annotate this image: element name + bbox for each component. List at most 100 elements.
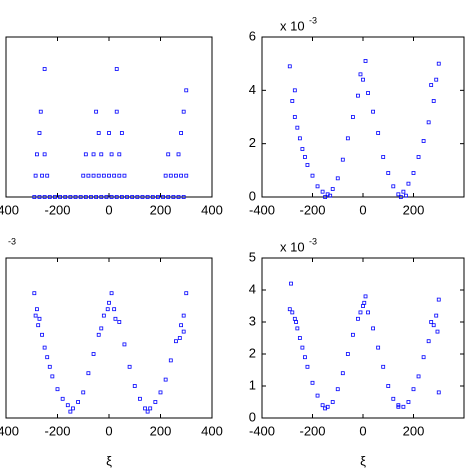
axes-box xyxy=(261,257,465,419)
point xyxy=(60,396,65,401)
point xyxy=(68,409,73,414)
subplot: -400 -200 0 200 400 xyxy=(0,36,223,217)
point xyxy=(137,396,142,401)
point xyxy=(290,310,295,315)
point xyxy=(179,131,184,135)
y-tick-label: 4 xyxy=(249,82,256,97)
point xyxy=(36,323,41,328)
point xyxy=(163,377,168,382)
point xyxy=(158,390,163,395)
x-tick-label: -400 xyxy=(0,202,19,217)
point xyxy=(86,173,91,178)
x-tick-label: 200 xyxy=(150,423,172,438)
axis-multiplier: x 10 xyxy=(280,18,305,33)
point xyxy=(358,72,363,77)
x-axis-label: ξ xyxy=(106,453,112,468)
point xyxy=(132,384,137,388)
point xyxy=(114,109,119,114)
point xyxy=(335,387,340,392)
point xyxy=(391,184,396,189)
axis-exponent: -3 xyxy=(309,236,317,246)
point xyxy=(86,371,91,376)
point xyxy=(122,342,127,347)
point xyxy=(361,77,365,82)
point xyxy=(109,152,114,157)
x-tick-label: 400 xyxy=(201,423,223,438)
point xyxy=(109,195,114,199)
point xyxy=(436,297,441,302)
point xyxy=(94,109,99,114)
point xyxy=(101,313,106,318)
point xyxy=(398,195,403,199)
point xyxy=(315,393,320,398)
point xyxy=(107,131,111,135)
x-axis-label: ξ xyxy=(360,453,366,468)
point xyxy=(105,307,110,312)
point xyxy=(381,155,386,159)
point xyxy=(50,374,55,379)
point xyxy=(40,332,44,337)
y-tick-label: 3 xyxy=(249,313,256,328)
subplot: -400 -200 0 200 0 2 4 6 x 10 -3 xyxy=(249,15,465,217)
point xyxy=(83,195,88,199)
point xyxy=(107,300,111,305)
point xyxy=(176,152,181,157)
point xyxy=(401,404,406,409)
point xyxy=(292,88,297,93)
y-tick-label: 1 xyxy=(249,377,256,392)
point xyxy=(168,358,173,363)
point xyxy=(386,384,391,388)
point xyxy=(310,380,315,385)
point xyxy=(376,345,381,350)
point xyxy=(166,152,171,157)
x-tick-label: -200 xyxy=(44,202,70,217)
point xyxy=(287,64,292,69)
point xyxy=(177,336,182,340)
point xyxy=(315,184,320,189)
point xyxy=(42,345,47,350)
y-tick-label: 2 xyxy=(249,135,256,150)
point xyxy=(171,195,176,199)
point xyxy=(396,404,401,409)
subplot: -400 -200 0 200 400 -3 ξ xyxy=(0,236,223,468)
point xyxy=(65,403,70,408)
point xyxy=(323,406,328,411)
point xyxy=(91,173,96,178)
point xyxy=(300,345,305,350)
point xyxy=(37,195,42,199)
point xyxy=(81,390,86,395)
point xyxy=(168,173,173,178)
point xyxy=(38,109,43,114)
point xyxy=(63,195,68,199)
point xyxy=(330,400,335,404)
point xyxy=(376,131,381,135)
y-tick-label: 0 xyxy=(249,188,256,203)
point xyxy=(184,88,189,93)
x-tick-label: 0 xyxy=(105,423,112,438)
point xyxy=(163,173,168,178)
y-tick-label: 0 xyxy=(249,409,256,424)
point xyxy=(143,406,147,411)
point xyxy=(81,173,86,178)
point xyxy=(94,195,99,199)
point xyxy=(436,390,441,395)
point xyxy=(109,291,114,296)
point xyxy=(119,131,124,135)
point xyxy=(320,403,325,408)
point xyxy=(153,400,158,404)
point xyxy=(42,67,47,71)
point xyxy=(99,326,104,331)
point xyxy=(303,355,307,360)
point xyxy=(166,195,171,199)
point xyxy=(130,195,135,199)
point xyxy=(181,313,186,318)
point xyxy=(114,195,119,199)
axis-exponent: -3 xyxy=(309,15,317,25)
point xyxy=(176,195,181,199)
point xyxy=(426,120,431,125)
point xyxy=(396,192,401,197)
point xyxy=(117,152,122,157)
point xyxy=(305,163,310,167)
point xyxy=(76,400,80,404)
point xyxy=(112,307,117,312)
